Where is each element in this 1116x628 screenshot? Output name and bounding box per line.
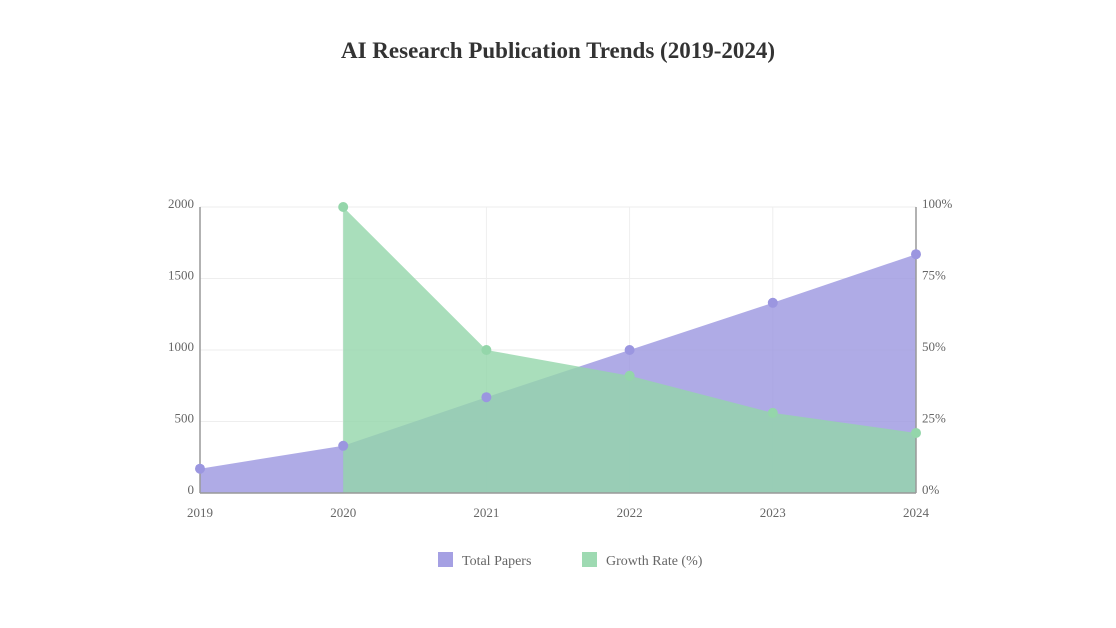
y-left-tick-label: 0 xyxy=(188,482,195,497)
legend-swatch xyxy=(582,552,597,567)
data-point[interactable] xyxy=(911,427,921,438)
data-point[interactable] xyxy=(338,440,349,451)
data-points xyxy=(195,202,921,474)
tick-labels: 2019 2020 2021 2022 2023 2024 0 500 1000 1500 2000… xyxy=(168,196,953,520)
data-point[interactable] xyxy=(767,407,778,418)
y-left-tick-label: 1500 xyxy=(168,268,194,283)
data-point[interactable] xyxy=(767,297,778,308)
legend[interactable]: Total Papers Growth Rate (%) xyxy=(438,552,703,569)
data-point[interactable] xyxy=(624,370,635,381)
x-tick-label: 2023 xyxy=(760,505,786,520)
series-area-1 xyxy=(343,207,916,493)
data-point[interactable] xyxy=(338,202,349,212)
y-right-tick-label: 25% xyxy=(922,411,946,426)
y-right-tick-label: 100% xyxy=(922,196,953,211)
x-tick-label: 2019 xyxy=(187,505,213,520)
legend-swatch xyxy=(438,552,453,567)
legend-item[interactable]: Growth Rate (%) xyxy=(582,552,703,569)
data-point[interactable] xyxy=(624,345,635,355)
x-tick-label: 2022 xyxy=(617,505,643,520)
x-tick-label: 2024 xyxy=(903,505,930,520)
legend-item[interactable]: Total Papers xyxy=(438,552,531,569)
data-point[interactable] xyxy=(481,392,492,403)
legend-label: Growth Rate (%) xyxy=(606,554,703,569)
data-point[interactable] xyxy=(195,463,205,474)
data-point[interactable] xyxy=(481,345,492,355)
x-tick-label: 2020 xyxy=(330,505,356,520)
y-right-tick-label: 75% xyxy=(922,268,946,283)
y-right-tick-label: 0% xyxy=(922,482,940,497)
chart-title: AI Research Publication Trends (2019-202… xyxy=(340,38,776,63)
y-left-tick-label: 500 xyxy=(175,411,195,426)
y-right-tick-label: 50% xyxy=(922,339,946,354)
plot-areas xyxy=(200,207,916,493)
y-left-tick-label: 2000 xyxy=(168,196,194,211)
x-tick-label: 2021 xyxy=(473,505,499,520)
y-left-tick-label: 1000 xyxy=(168,339,194,354)
data-point[interactable] xyxy=(911,249,921,260)
legend-label: Total Papers xyxy=(462,554,531,569)
